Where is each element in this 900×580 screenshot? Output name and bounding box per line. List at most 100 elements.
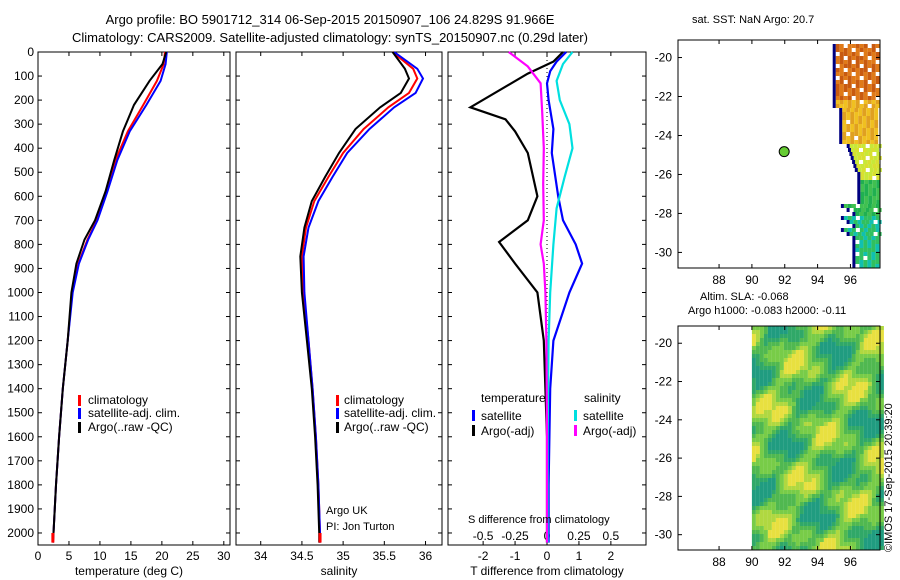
- sla-map-cell: [839, 474, 844, 478]
- sla-map-cell: [791, 494, 796, 498]
- sst-map-edge: [832, 88, 836, 92]
- sla-map-cell: [791, 434, 796, 438]
- sst-map-cell: [863, 64, 868, 68]
- sla-map-cell: [771, 482, 776, 486]
- sla-map-cell: [847, 382, 852, 386]
- sla-map-cell: [847, 446, 852, 450]
- sla-map-cell: [831, 454, 836, 458]
- sla-map-cell: [751, 370, 756, 374]
- sla-map-cell: [879, 530, 884, 534]
- sst-map-cell: [855, 88, 860, 92]
- sla-map-cell: [815, 430, 820, 434]
- sla-map-cell: [767, 402, 772, 406]
- sla-map-cell: [799, 442, 804, 446]
- sla-map-cell: [819, 506, 824, 510]
- sla-map-cell: [771, 334, 776, 338]
- sla-map-cell: [763, 398, 768, 402]
- sla-map-cell: [847, 386, 852, 390]
- sla-map-cell: [827, 486, 832, 490]
- sla-map-cell: [867, 386, 872, 390]
- sla-map-cell: [875, 430, 880, 434]
- depth-tick-label: 1400: [7, 382, 34, 396]
- sst-map-cell: [866, 116, 871, 120]
- sla-map-cell: [799, 470, 804, 474]
- sla-map-cell: [775, 478, 780, 482]
- sla-map-cell: [803, 454, 808, 458]
- sla-map-cell: [815, 422, 820, 426]
- sla-map-cell: [863, 506, 868, 510]
- sla-map-cell: [843, 434, 848, 438]
- sst-map-cell: [847, 88, 852, 92]
- sst-map-cell: [839, 80, 844, 84]
- sla-map-cell: [859, 430, 864, 434]
- sla-map-cell: [839, 434, 844, 438]
- sla-map-cell: [751, 462, 756, 466]
- sla-map-cell: [823, 474, 828, 478]
- sst-map-cell: [843, 60, 848, 64]
- sla-map-cell: [811, 514, 816, 518]
- sst-map-cell: [863, 76, 868, 80]
- sla-map-cell: [827, 518, 832, 522]
- sst-map-cell: [851, 52, 856, 56]
- sla-map-cell: [815, 454, 820, 458]
- sla-map-cell: [799, 506, 804, 510]
- sla-map-cell: [823, 482, 828, 486]
- sla-map-cell: [791, 386, 796, 390]
- sla-map-cell: [851, 438, 856, 442]
- sla-map-cell: [759, 342, 764, 346]
- sst-map-cell: [843, 88, 848, 92]
- sst-map-edge: [839, 136, 843, 140]
- sla-map-cell: [839, 546, 844, 550]
- sla-map-cell: [755, 530, 760, 534]
- sla-map-cell: [775, 482, 780, 486]
- sla-map-cell: [779, 394, 784, 398]
- sla-map-cell: [795, 546, 800, 550]
- sla-map-cell: [851, 426, 856, 430]
- sst-map-cell: [839, 76, 844, 80]
- depth-tick-label: 500: [14, 165, 34, 179]
- sla-map-cell: [871, 534, 876, 538]
- sst-map-edge: [832, 44, 836, 48]
- sst-map-cell: [859, 72, 864, 76]
- sla-map-cell: [803, 514, 808, 518]
- sst-map-cell: [853, 208, 858, 212]
- sla-map-cell: [763, 410, 768, 414]
- sla-map-cell: [755, 354, 760, 358]
- sla-map-cell: [791, 442, 796, 446]
- sla-map-cell: [759, 402, 764, 406]
- sst-map-cell: [875, 244, 880, 248]
- sla-map-cell: [791, 538, 796, 542]
- sla-map-cell: [875, 362, 880, 366]
- sla-map-cell: [783, 430, 788, 434]
- sla-map-cell: [755, 482, 760, 486]
- sla-map-cell: [823, 410, 828, 414]
- sla-map-cell: [879, 434, 884, 438]
- sla-map-cell: [879, 342, 884, 346]
- sla-map-cell: [751, 478, 756, 482]
- sst-map-cell: [874, 140, 879, 144]
- sst-map-cell: [855, 212, 860, 216]
- sla-map-cell: [815, 374, 820, 378]
- sla-map-cell: [759, 502, 764, 506]
- sst-map-cell: [847, 216, 852, 220]
- sst-map-cell: [869, 232, 874, 236]
- sla-map-cell: [795, 346, 800, 350]
- sla-map-cell: [775, 494, 780, 498]
- sla-map-cell: [787, 438, 792, 442]
- sla-map-cell: [759, 498, 764, 502]
- sla-map-cell: [751, 358, 756, 362]
- sla-map-cell: [751, 442, 756, 446]
- sst-map-cell: [861, 208, 866, 212]
- sla-map-cell: [767, 354, 772, 358]
- sla-map-cell: [827, 414, 832, 418]
- sla-map-cell: [879, 490, 884, 494]
- sla-map-cell: [871, 506, 876, 510]
- sst-map-cell: [872, 192, 877, 196]
- sst-map-cell: [847, 92, 852, 96]
- sla-map-cell: [831, 378, 836, 382]
- sla-map-cell: [803, 398, 808, 402]
- sst-map-cell: [863, 212, 868, 216]
- sla-map-cell: [859, 394, 864, 398]
- sla-map-cell: [807, 390, 812, 394]
- sst-map-edge: [852, 260, 856, 264]
